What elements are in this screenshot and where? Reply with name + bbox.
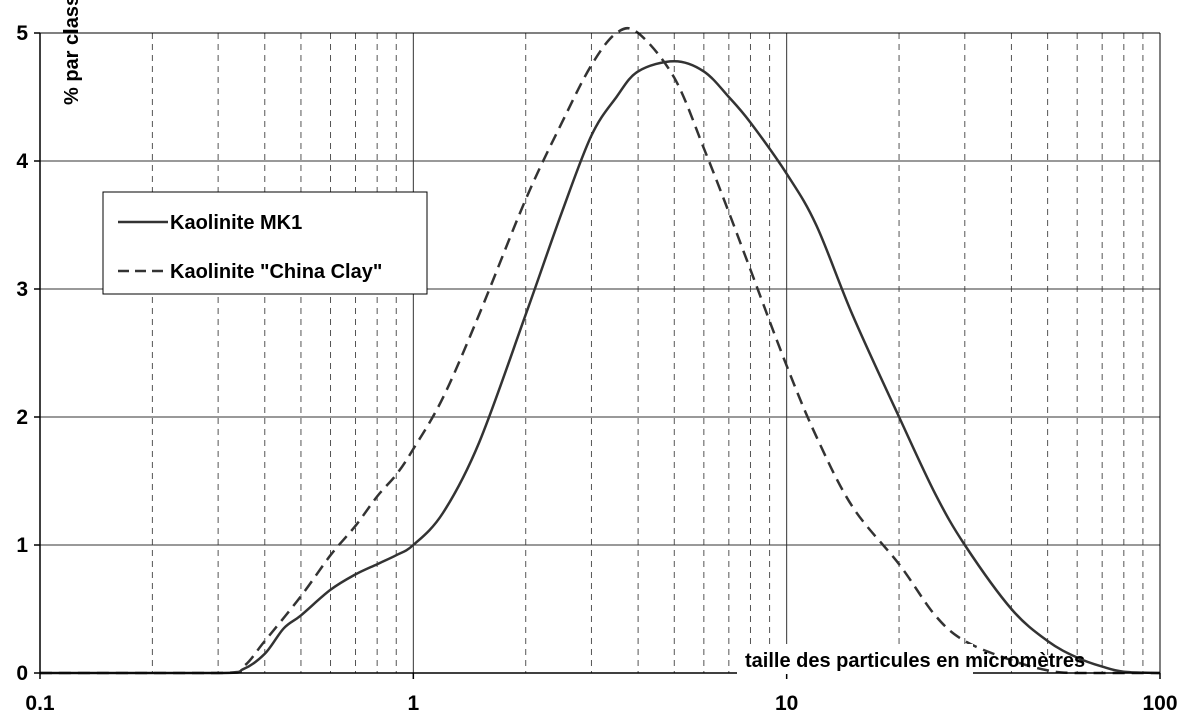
y-tick-label: 4	[16, 150, 28, 173]
legend-entry-china-clay: Kaolinite "China Clay"	[170, 261, 382, 283]
y-axis-label: % par classe	[61, 0, 83, 105]
legend-box	[102, 191, 428, 295]
legend-entry-mk1: Kaolinite MK1	[170, 212, 302, 234]
y-tick-label: 2	[16, 406, 28, 429]
y-tick-label: 3	[16, 278, 28, 301]
y-tick-label: 5	[16, 22, 28, 45]
series-layer	[40, 26, 1161, 675]
x-tick-label: 10	[775, 692, 798, 715]
y-tick-label: 1	[16, 534, 28, 557]
x-tick-label: 1	[407, 692, 419, 715]
legend: Kaolinite MK1 Kaolinite "China Clay"	[102, 191, 428, 295]
x-tick-label: 0.1	[25, 692, 55, 715]
y-tick-label: 0	[16, 662, 28, 685]
x-axis-label-bg	[737, 644, 973, 674]
series-line-kaolinite-mk1	[40, 59, 1161, 675]
grid	[40, 32, 1160, 673]
axes: 0 1 2 3 4 5 0.1 1 10 100	[16, 22, 1177, 715]
x-tick-label: 100	[1142, 692, 1177, 715]
series-line-kaolinite-china-clay	[40, 26, 1160, 675]
x-axis-label: taille des particules en micromètres	[745, 650, 1085, 672]
